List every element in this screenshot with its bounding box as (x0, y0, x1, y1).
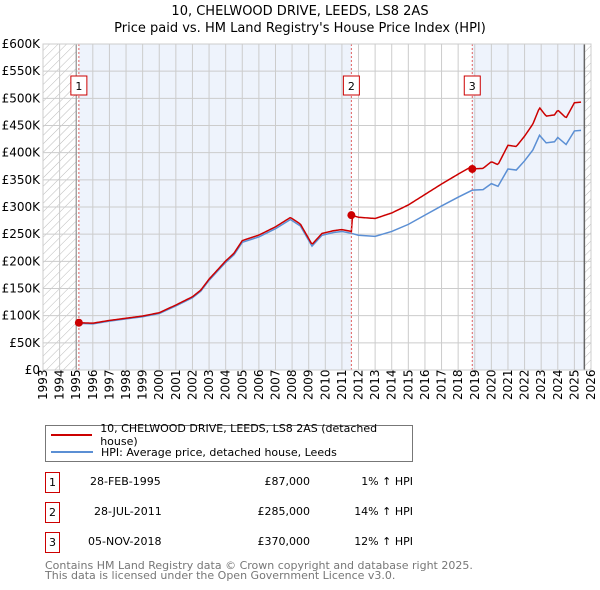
x-tick-label: 2024 (551, 369, 565, 400)
x-tick-label: 2018 (451, 369, 465, 400)
x-tick-label: 2005 (235, 369, 249, 400)
sale-number: 2 (45, 502, 60, 523)
legend-swatch-property (51, 434, 93, 436)
hpi-line (76, 129, 582, 325)
x-tick-label: 2012 (352, 369, 366, 400)
sale-label: 2 (348, 80, 355, 93)
y-tick-label: £0 (25, 363, 40, 377)
x-tick-label: 2019 (468, 369, 482, 400)
sale-hpi: 1% ↑ HPI (361, 475, 413, 488)
x-tick-label: 2002 (185, 369, 199, 400)
x-tick-label: 2020 (484, 369, 498, 400)
x-tick-label: 2021 (501, 369, 515, 400)
sale-row: 3 05-NOV-2018 £370,000 12% ↑ HPI (45, 532, 465, 554)
x-tick-label: 1996 (86, 369, 100, 400)
legend: 10, CHELWOOD DRIVE, LEEDS, LS8 2AS (deta… (45, 422, 413, 462)
y-tick-label: £300K (2, 200, 42, 214)
y-tick-label: £450K (2, 119, 42, 133)
x-tick-label: 2025 (567, 369, 581, 400)
sale-date: 05-NOV-2018 (88, 535, 162, 548)
x-tick-label: 1998 (119, 369, 133, 400)
x-tick-label: 1994 (53, 369, 67, 400)
x-tick-label: 2010 (318, 369, 332, 400)
sale-point (347, 211, 356, 220)
x-tick-label: 2014 (385, 369, 399, 400)
sale-price: £285,000 (257, 505, 311, 518)
sale-label-box (70, 75, 88, 96)
y-tick-label: £550K (2, 64, 42, 78)
x-tick-label: 2022 (518, 369, 532, 400)
x-tick-label: 2004 (219, 369, 233, 400)
sale-point (468, 164, 477, 173)
x-tick-label: 2026 (584, 369, 598, 400)
sale-label-box (342, 75, 360, 96)
y-tick-label: £150K (2, 282, 42, 296)
sale-hpi: 12% ↑ HPI (354, 535, 413, 548)
sale-row: 2 28-JUL-2011 £285,000 14% ↑ HPI (45, 502, 465, 524)
sale-label: 3 (469, 80, 476, 93)
x-tick-label: 2008 (285, 369, 299, 400)
sale-date: 28-FEB-1995 (90, 475, 161, 488)
x-tick-label: 2006 (252, 369, 266, 400)
sale-label: 1 (75, 80, 82, 93)
x-tick-label: 2015 (401, 369, 415, 400)
x-tick-label: 1993 (36, 369, 50, 400)
y-tick-label: £200K (2, 254, 42, 268)
sale-label-box (463, 75, 481, 96)
footer-line: Contains HM Land Registry data © Crown c… (45, 559, 473, 572)
footer-line: This data is licensed under the Open Gov… (45, 569, 396, 582)
sale-row: 1 28-FEB-1995 £87,000 1% ↑ HPI (45, 472, 465, 494)
x-tick-label: 2017 (435, 369, 449, 400)
x-tick-label: 1995 (69, 369, 83, 400)
y-tick-label: £350K (2, 173, 42, 187)
x-tick-label: 1999 (136, 369, 150, 400)
y-tick-label: £400K (2, 146, 42, 160)
x-tick-label: 2023 (534, 369, 548, 400)
x-tick-label: 2001 (169, 369, 183, 400)
legend-label-hpi: HPI: Average price, detached house, Leed… (101, 445, 337, 459)
sale-number: 1 (45, 472, 60, 493)
y-tick-label: £100K (2, 309, 42, 323)
price-chart: 1993 1994 1995 1996 1997 1998 1999 2000 2001 2002… (2, 37, 598, 400)
chart-title: 10, CHELWOOD DRIVE, LEEDS, LS8 2AS (171, 4, 429, 19)
plot-border (42, 43, 592, 371)
sale-hpi: 14% ↑ HPI (354, 505, 413, 518)
y-tick-label: £250K (2, 227, 42, 241)
sale-price: £87,000 (264, 475, 311, 488)
property-price-line (78, 101, 582, 324)
chart-subtitle: Price paid vs. HM Land Registry's House … (114, 21, 486, 36)
x-tick-label: 2011 (335, 369, 349, 400)
sale-point (74, 318, 83, 327)
y-tick-label: £50K (9, 336, 41, 350)
x-tick-label: 1997 (102, 369, 116, 400)
sale-number: 3 (45, 532, 60, 553)
legend-label-property: 10, CHELWOOD DRIVE, LEEDS, LS8 2AS (deta… (100, 422, 378, 448)
x-tick-label: 2009 (302, 369, 316, 400)
x-tick-label: 2003 (202, 369, 216, 400)
x-tick-label: 2007 (268, 369, 282, 400)
sale-date: 28-JUL-2011 (94, 505, 162, 518)
x-tick-label: 2016 (418, 369, 432, 400)
y-tick-label: £600K (2, 37, 42, 51)
footer: Contains HM Land Registry data © Crown c… (45, 559, 473, 582)
y-tick-label: £500K (2, 91, 42, 105)
sale-price: £370,000 (257, 535, 311, 548)
legend-swatch-hpi (51, 451, 93, 453)
x-tick-label: 2000 (152, 369, 166, 400)
x-tick-label: 2013 (368, 369, 382, 400)
